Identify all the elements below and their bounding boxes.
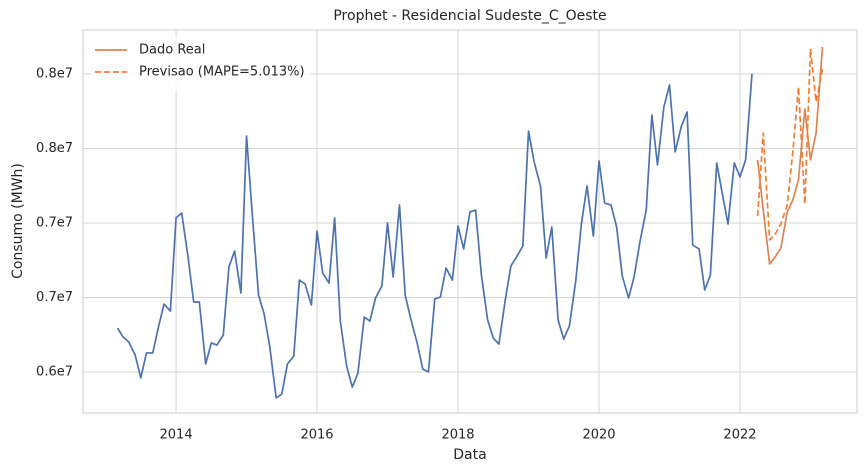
data-line [756,48,824,241]
y-tick-label: 0.8e7 [36,141,73,156]
chart-title: Prophet - Residencial Sudeste_C_Oeste [333,8,606,24]
legend-label: Previsao (MAPE=5.013%) [139,65,305,80]
legend: Dado Real Previsao (MAPE=5.013%) [91,38,311,90]
x-tick-label: 2014 [160,428,193,443]
data-line [756,46,824,265]
x-tick-label: 2020 [582,428,615,443]
legend-box [91,38,311,90]
y-tick-label: 0.7e7 [36,290,73,305]
y-tick-label: 0.6e7 [36,365,73,380]
x-axis-label: Data [453,447,486,463]
data-line [116,73,753,399]
legend-label: Dado Real [139,43,205,58]
plot-frame [82,29,858,414]
x-tick-label: 2016 [300,428,333,443]
y-tick-label: 0.8e7 [36,66,73,81]
x-tick-label: 2018 [441,428,474,443]
x-tick-label: 2022 [723,428,756,443]
y-tick-label: 0.7e7 [36,215,73,230]
y-axis-label: Consumo (MWh) [10,163,26,279]
